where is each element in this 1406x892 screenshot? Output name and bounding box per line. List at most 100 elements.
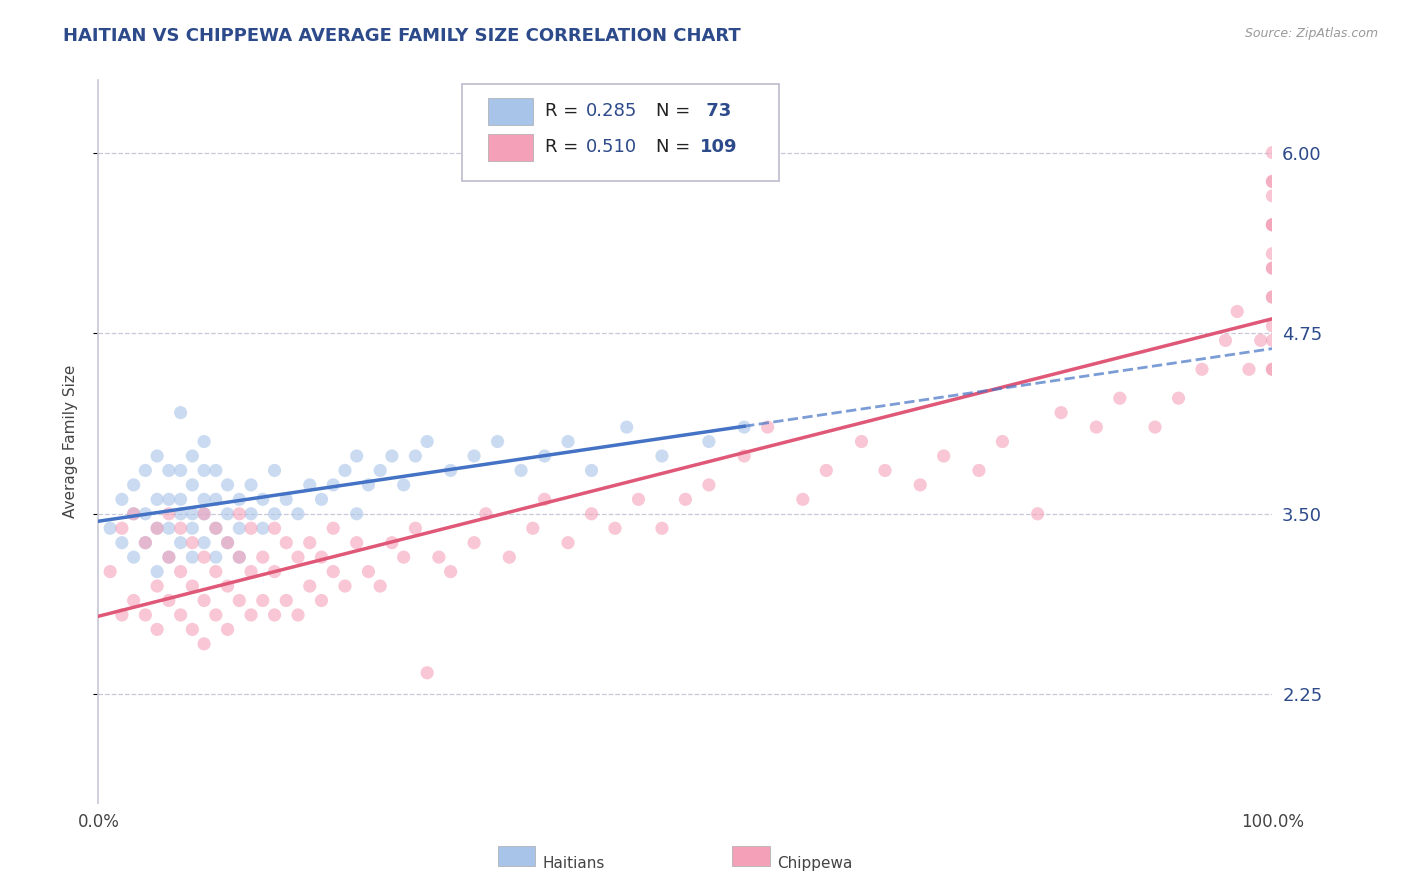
Point (205, 607, 228, 622)
Point (1261, 174, 1284, 188)
Point (169, 492, 191, 507)
Point (1050, 406, 1073, 420)
Point (263, 607, 285, 622)
Point (252, 492, 274, 507)
Point (967, 463, 990, 477)
Point (169, 565, 191, 579)
Point (217, 507, 239, 521)
Point (368, 579, 391, 593)
Point (463, 449, 485, 463)
Point (533, 492, 555, 507)
Text: HAITIAN VS CHIPPEWA AVERAGE FAMILY SIZE CORRELATION CHART: HAITIAN VS CHIPPEWA AVERAGE FAMILY SIZE … (63, 27, 741, 45)
FancyBboxPatch shape (463, 84, 779, 181)
Point (298, 535, 321, 549)
Point (240, 521, 263, 535)
Point (122, 507, 145, 521)
Point (276, 492, 298, 507)
Point (193, 492, 215, 507)
Point (181, 579, 204, 593)
Point (1261, 218, 1284, 232)
Point (733, 420, 755, 434)
Text: Source: ZipAtlas.com: Source: ZipAtlas.com (1244, 27, 1378, 40)
Point (510, 463, 533, 477)
Point (404, 521, 426, 535)
Point (228, 507, 250, 521)
Point (263, 507, 285, 521)
Point (439, 463, 461, 477)
Point (392, 478, 415, 492)
Point (1250, 334, 1272, 348)
Point (193, 593, 215, 607)
Point (991, 434, 1014, 449)
Point (557, 535, 579, 549)
Point (169, 507, 191, 521)
Point (240, 507, 263, 521)
Point (98, 565, 121, 579)
Text: R =: R = (544, 103, 583, 120)
Point (1261, 290, 1284, 304)
Point (252, 550, 274, 565)
Text: 73: 73 (700, 103, 731, 120)
Point (357, 565, 380, 579)
Point (146, 449, 169, 463)
Point (522, 521, 544, 535)
Point (157, 593, 180, 607)
Point (603, 521, 626, 535)
Point (181, 449, 204, 463)
Point (627, 492, 650, 507)
Point (157, 550, 180, 565)
Point (1026, 507, 1049, 521)
Point (1261, 261, 1284, 276)
Point (228, 593, 250, 607)
Point (322, 521, 344, 535)
Text: R =: R = (544, 138, 583, 156)
Point (205, 463, 228, 477)
Point (1226, 304, 1249, 318)
Point (134, 507, 156, 521)
Point (134, 535, 156, 549)
Point (181, 507, 204, 521)
Y-axis label: Average Family Size: Average Family Size (63, 365, 77, 518)
Point (815, 463, 838, 477)
Point (287, 607, 309, 622)
Point (205, 565, 228, 579)
Point (1191, 362, 1213, 376)
Point (263, 463, 285, 477)
Point (333, 463, 356, 477)
Point (228, 550, 250, 565)
Point (1261, 334, 1284, 348)
Point (193, 507, 215, 521)
Point (322, 478, 344, 492)
Point (675, 492, 697, 507)
Point (651, 521, 673, 535)
Point (205, 492, 228, 507)
Point (146, 623, 169, 637)
Point (111, 492, 134, 507)
Text: Chippewa: Chippewa (778, 856, 852, 871)
Point (157, 507, 180, 521)
Point (252, 593, 274, 607)
Point (416, 434, 439, 449)
Point (287, 550, 309, 565)
Point (134, 535, 156, 549)
Point (181, 623, 204, 637)
Point (1261, 218, 1284, 232)
Point (169, 535, 191, 549)
Point (146, 579, 169, 593)
Point (486, 434, 509, 449)
Point (169, 406, 191, 420)
Point (169, 607, 191, 622)
Point (181, 478, 204, 492)
Point (205, 550, 228, 565)
Point (146, 565, 169, 579)
Point (287, 507, 309, 521)
Bar (498, 847, 536, 866)
Point (263, 565, 285, 579)
Point (333, 579, 356, 593)
Point (134, 607, 156, 622)
Text: 0.510: 0.510 (586, 138, 637, 156)
Point (851, 434, 873, 449)
Point (392, 550, 415, 565)
Point (533, 449, 555, 463)
Point (1261, 145, 1284, 160)
